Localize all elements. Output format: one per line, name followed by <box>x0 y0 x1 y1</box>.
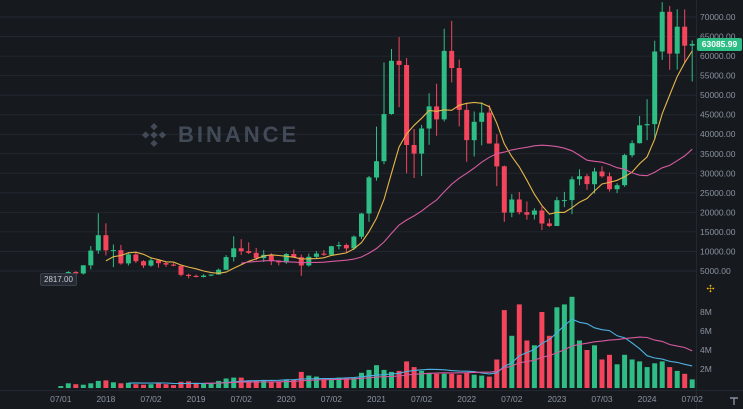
svg-text:2020: 2020 <box>277 394 296 404</box>
svg-text:25000.00: 25000.00 <box>700 188 736 198</box>
price-gridlines <box>0 16 696 272</box>
svg-text:2021: 2021 <box>367 394 386 404</box>
svg-text:30000.00: 30000.00 <box>700 168 736 178</box>
svg-text:07/02: 07/02 <box>140 394 162 404</box>
volume-bars <box>58 296 695 389</box>
svg-text:5000.00: 5000.00 <box>700 266 731 276</box>
svg-text:60000.00: 60000.00 <box>700 51 736 61</box>
svg-text:2018: 2018 <box>96 394 115 404</box>
price-ma25-line <box>241 144 693 264</box>
svg-text:35000.00: 35000.00 <box>700 149 736 159</box>
bnb-diamond-icon[interactable] <box>706 280 715 293</box>
svg-text:07/02: 07/02 <box>411 394 433 404</box>
svg-text:15000.00: 15000.00 <box>700 227 736 237</box>
svg-text:6M: 6M <box>700 326 712 336</box>
svg-text:10000.00: 10000.00 <box>700 246 736 256</box>
svg-text:4M: 4M <box>700 345 712 355</box>
svg-text:07/02: 07/02 <box>321 394 343 404</box>
svg-text:2024: 2024 <box>638 394 657 404</box>
first-candle-price-value: 2817.00 <box>44 275 73 284</box>
svg-text:07/03: 07/03 <box>591 394 613 404</box>
svg-text:2023: 2023 <box>547 394 566 404</box>
svg-text:2022: 2022 <box>457 394 476 404</box>
last-price-value: 63085.99 <box>701 39 738 49</box>
svg-text:07/01: 07/01 <box>50 394 72 404</box>
svg-text:20000.00: 20000.00 <box>700 207 736 217</box>
price-ma7-line <box>105 50 693 274</box>
price-axis-labels[interactable]: 70000.00 65000.00 60000.00 55000.00 50000.00… <box>700 12 736 374</box>
svg-text:8M: 8M <box>700 307 712 317</box>
svg-text:70000.00: 70000.00 <box>700 12 736 22</box>
svg-text:50000.00: 50000.00 <box>700 90 736 100</box>
svg-text:07/02: 07/02 <box>231 394 253 404</box>
svg-text:2M: 2M <box>700 364 712 374</box>
chart-tool-icon[interactable] <box>728 394 740 406</box>
svg-text:2019: 2019 <box>187 394 206 404</box>
first-candle-price-tag: 2817.00 <box>40 273 77 286</box>
svg-text:45000.00: 45000.00 <box>700 110 736 120</box>
svg-text:07/02: 07/02 <box>682 394 704 404</box>
time-axis-labels[interactable]: 07/01 2018 07/02 2019 07/02 2020 07/02 2021 07/0… <box>50 394 703 404</box>
svg-text:55000.00: 55000.00 <box>700 71 736 81</box>
svg-text:40000.00: 40000.00 <box>700 129 736 139</box>
candles-layer[interactable] <box>58 2 695 284</box>
svg-text:65000.00: 65000.00 <box>700 32 736 42</box>
svg-text:07/02: 07/02 <box>501 394 523 404</box>
volume-ma20-line <box>203 336 693 384</box>
last-price-badge: 63085.99 <box>697 38 742 51</box>
